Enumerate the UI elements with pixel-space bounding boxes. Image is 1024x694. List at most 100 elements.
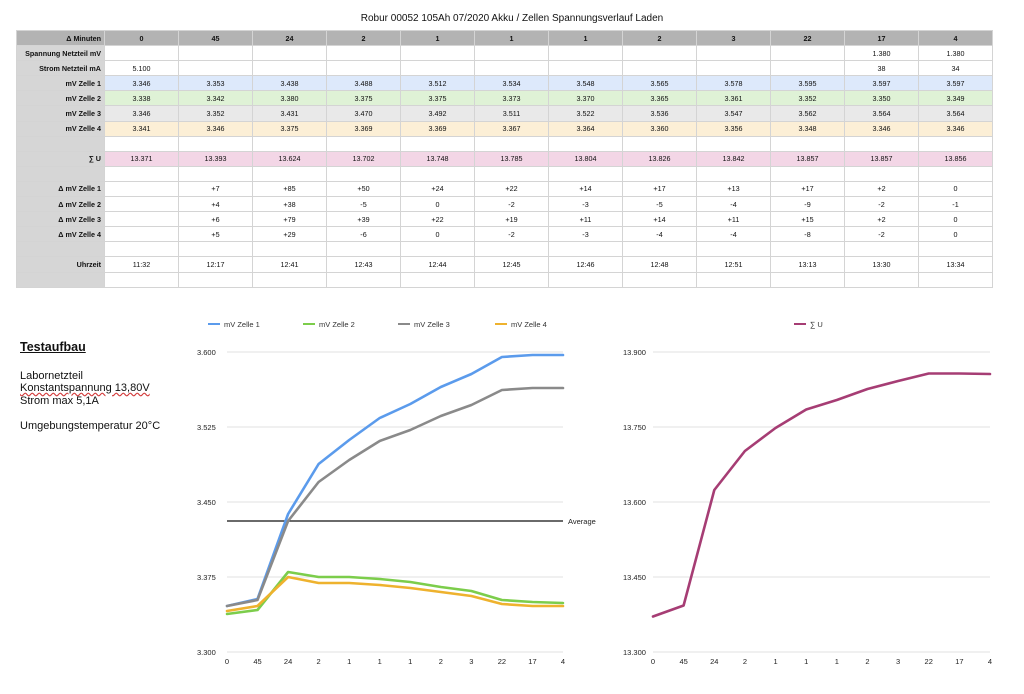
y-tick-label: 3.600 bbox=[197, 348, 216, 357]
table-cell: 3.341 bbox=[104, 120, 179, 137]
x-tick-label: 17 bbox=[955, 657, 963, 666]
row-label: Uhrzeit bbox=[16, 256, 105, 273]
table-cell: 3.470 bbox=[326, 105, 401, 122]
table-cell: 3.360 bbox=[622, 120, 697, 137]
table-cell: 3.338 bbox=[104, 90, 179, 107]
table-cell: 3.369 bbox=[400, 120, 475, 137]
x-tick-label: 1 bbox=[804, 657, 808, 666]
table-cell: 3.562 bbox=[770, 105, 845, 122]
y-tick-label: 13.900 bbox=[623, 348, 646, 357]
row-label bbox=[16, 165, 105, 182]
table-row: mV Zelle 4 3.341 3.346 3.375 3.369 3.369 3.367… bbox=[16, 120, 993, 137]
series-line bbox=[651, 372, 992, 618]
row-label: mV Zelle 2 bbox=[16, 90, 105, 107]
table-cell: 3.578 bbox=[696, 75, 771, 92]
setup-line: Strom max 5,1A bbox=[20, 394, 99, 407]
table-cell: 3.564 bbox=[844, 105, 919, 122]
x-tick-label: 4 bbox=[561, 657, 565, 666]
table-cell: 13.842 bbox=[696, 150, 771, 167]
x-tick-label: 45 bbox=[679, 657, 687, 666]
table-row: Δ mV Zelle 1 +7 +85 +50 +24 +22 +14 +17 +13 +17 +2… bbox=[16, 180, 993, 198]
table-row: mV Zelle 2 3.338 3.342 3.380 3.375 3.375 3.373… bbox=[16, 90, 993, 107]
table-cell: 3.375 bbox=[400, 90, 475, 107]
table-cell: 3.346 bbox=[844, 120, 919, 137]
y-tick-label: 13.600 bbox=[623, 498, 646, 507]
x-tick-label: 22 bbox=[925, 657, 933, 666]
table-row: ∑ U 13.371 13.393 13.624 13.702 13.748 13.785 1… bbox=[16, 150, 993, 167]
table-cell: 3.488 bbox=[326, 75, 401, 92]
table-cell: 3.356 bbox=[696, 120, 771, 137]
table-cell: 3.438 bbox=[252, 75, 327, 92]
x-tick-label: 0 bbox=[651, 657, 655, 666]
table-cell: 3.364 bbox=[548, 120, 623, 137]
test-setup: Testaufbau Labornetzteil Konstantspannun… bbox=[20, 341, 160, 433]
table-cell: 3.536 bbox=[622, 105, 697, 122]
setup-line: Konstantspannung 13,80V bbox=[20, 382, 150, 394]
y-tick-label: 3.525 bbox=[197, 423, 216, 432]
x-tick-label: 3 bbox=[469, 657, 473, 666]
x-tick-label: 1 bbox=[378, 657, 382, 666]
x-tick-label: 2 bbox=[439, 657, 443, 666]
x-tick-label: 4 bbox=[988, 657, 992, 666]
table-cell: 3.534 bbox=[474, 75, 549, 92]
table-cell: 3.346 bbox=[104, 105, 179, 122]
table-cell: 3.342 bbox=[178, 90, 253, 107]
x-tick-label: 2 bbox=[317, 657, 321, 666]
x-tick-label: 3 bbox=[896, 657, 900, 666]
x-tick-label: 0 bbox=[225, 657, 229, 666]
y-tick-label: 3.375 bbox=[197, 573, 216, 582]
table-cell: 3.367 bbox=[474, 120, 549, 137]
row-label: Δ mV Zelle 1 bbox=[16, 180, 105, 198]
table-row: Uhrzeit 11:32 12:17 12:41 12:43 12:44 12:45 12:… bbox=[16, 256, 993, 273]
table-cell: 3.349 bbox=[918, 90, 993, 107]
series-line bbox=[225, 353, 565, 608]
y-tick-label: 13.750 bbox=[623, 423, 646, 432]
table-cell: 13.748 bbox=[400, 150, 475, 167]
table-row: Δ mV Zelle 3 +6 +79 +39 +22 +19 +11 +14 +11 +15 +2… bbox=[16, 211, 993, 228]
table-cell: 3.380 bbox=[252, 90, 327, 107]
table-cell: 3.369 bbox=[326, 120, 401, 137]
legend-label: mV Zelle 3 bbox=[414, 320, 450, 329]
table-cell: 13.624 bbox=[252, 150, 327, 167]
y-tick-label: 3.300 bbox=[197, 648, 216, 657]
table-cell: 3.492 bbox=[400, 105, 475, 122]
x-tick-label: 24 bbox=[284, 657, 292, 666]
table-cell: 3.375 bbox=[326, 90, 401, 107]
x-tick-label: 1 bbox=[408, 657, 412, 666]
row-label bbox=[16, 135, 105, 152]
table-cell: 3.350 bbox=[844, 90, 919, 107]
page-title: Robur 00052 105Ah 07/2020 Akku / Zellen … bbox=[360, 13, 664, 24]
table-cell: 3.361 bbox=[696, 90, 771, 107]
x-tick-label: 17 bbox=[528, 657, 536, 666]
column-header: 4 bbox=[918, 29, 993, 47]
table-cell: 3.352 bbox=[770, 90, 845, 107]
table-row: Spannung Netzteil mV 1.380 1.380 bbox=[16, 45, 993, 62]
setup-line: Umgebungstemperatur 20°C bbox=[20, 420, 161, 432]
column-header: 1 bbox=[400, 29, 475, 47]
y-tick-label: 3.450 bbox=[197, 498, 216, 507]
table-cell: 3.597 bbox=[918, 75, 993, 92]
x-tick-label: 24 bbox=[710, 657, 718, 666]
table-row bbox=[16, 271, 993, 288]
row-label: Δ mV Zelle 3 bbox=[16, 211, 105, 228]
row-label: Spannung Netzteil mV bbox=[16, 45, 105, 62]
table-cell: 3.352 bbox=[178, 105, 253, 122]
x-tick-label: 45 bbox=[253, 657, 261, 666]
data-table: Δ Minuten 0 45 24 2 1 1 1 2 3 22 17 4 Spannung Netzt… bbox=[16, 29, 993, 288]
table-cell: 3.522 bbox=[548, 105, 623, 122]
x-tick-label: 1 bbox=[835, 657, 839, 666]
x-tick-label: 1 bbox=[773, 657, 777, 666]
series-line bbox=[225, 386, 565, 608]
table-row bbox=[16, 135, 993, 152]
series-line bbox=[225, 575, 565, 613]
x-tick-label: 1 bbox=[347, 657, 351, 666]
column-header: 22 bbox=[770, 29, 845, 47]
x-tick-label: 2 bbox=[743, 657, 747, 666]
table-cell: 3.346 bbox=[178, 120, 253, 137]
table-row: mV Zelle 1 3.346 3.353 3.438 3.488 3.512 3.534… bbox=[16, 75, 993, 92]
legend-label: mV Zelle 4 bbox=[511, 320, 547, 329]
row-label: Δ mV Zelle 4 bbox=[16, 226, 105, 243]
column-header: 0 bbox=[104, 29, 179, 47]
